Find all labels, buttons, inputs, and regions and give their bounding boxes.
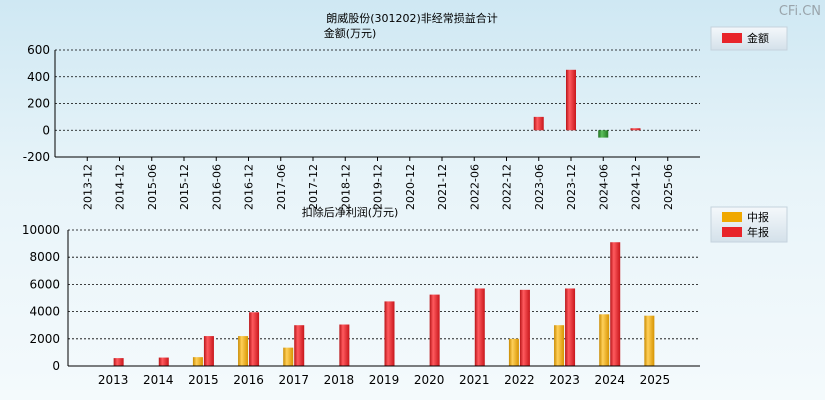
chart1-x-tick-label: 2017-12 [307, 164, 320, 210]
chart2-bar-annual [610, 242, 621, 366]
chart2-bar-annual [294, 325, 305, 366]
chart1-x-tick-label: 2024-12 [630, 164, 643, 210]
chart1-bars [533, 69, 641, 138]
chart2-y-tick-label: 2000 [29, 332, 60, 346]
chart2-x-tick-label: 2015 [188, 373, 219, 387]
chart2-bar-annual [384, 301, 395, 366]
chart2-x-tick-label: 2016 [233, 373, 264, 387]
chart2-y-tick-label: 4000 [29, 305, 60, 319]
chart1-x-tick-label: 2022-12 [501, 164, 514, 210]
chart1-x-tick-label: 2017-06 [275, 164, 288, 210]
chart1-grid [55, 49, 700, 131]
chart2: 扣除后净利润(万元) 10000 8000 6000 4000 2000 0 2013 201… [22, 205, 788, 387]
chart2-bar-interim [238, 336, 249, 366]
chart2-bar-interim [508, 338, 519, 366]
chart2-x-tick-label: 2019 [369, 373, 400, 387]
chart2-x-tick-label: 2024 [594, 373, 625, 387]
chart1-y-tick-label: 600 [27, 43, 50, 57]
chart2-legend-swatch-annual [722, 227, 742, 237]
chart2-y-tick-label: 6000 [29, 277, 60, 291]
chart2-bar-interim [644, 315, 655, 366]
chart1-x-tick-label: 2018-12 [339, 164, 352, 210]
chart1-x-tick-label: 2015-12 [178, 164, 191, 210]
chart1: 朗威股份(301202)非经常损益合计 金额(万元) 600 400 200 0 -20… [23, 11, 788, 210]
chart2-bar-interim [192, 357, 203, 366]
chart1-x-tick-label: 2023-06 [533, 164, 546, 210]
chart2-bar-interim [283, 347, 294, 366]
chart1-bar [630, 128, 641, 131]
chart1-bar [598, 130, 609, 138]
chart1-axes: 600 400 200 0 -200 2013-12 2014-12 2015-06 2015-… [23, 43, 700, 210]
chart2-x-tick-label: 2018 [324, 373, 355, 387]
chart2-x-tick-label: 2025 [640, 373, 671, 387]
chart1-x-tick-label: 2016-12 [243, 164, 256, 210]
chart1-x-tick-label: 2019-12 [372, 164, 385, 210]
chart2-x-tick-label: 2022 [504, 373, 535, 387]
chart1-legend-box [710, 26, 788, 51]
chart2-bar-interim [599, 314, 610, 366]
chart1-x-tick-label: 2022-06 [468, 164, 481, 210]
chart2-x-tick-label: 2013 [98, 373, 129, 387]
chart1-y-tick-label: 400 [27, 70, 50, 84]
chart1-legend: 金额 [710, 26, 788, 51]
chart1-y-tick-label: 200 [27, 97, 50, 111]
chart1-x-tick-label: 2025-06 [662, 164, 675, 210]
chart2-grid [68, 229, 700, 340]
chart2-bar-annual [249, 312, 260, 366]
chart1-y-tick-label: 0 [42, 123, 50, 137]
chart2-x-tick-label: 2023 [549, 373, 580, 387]
chart2-bar-annual [339, 324, 350, 366]
chart1-legend-label: 金额 [747, 31, 769, 45]
chart2-y-tick-label: 8000 [29, 250, 60, 264]
chart2-x-tick-label: 2021 [459, 373, 490, 387]
chart2-x-tick-label: 2020 [414, 373, 445, 387]
chart2-bar-annual [429, 294, 440, 366]
chart1-x-tick-label: 2016-06 [210, 164, 223, 210]
chart1-y-tick-label: -200 [23, 150, 50, 164]
chart2-x-tick-label: 2017 [278, 373, 309, 387]
chart2-title: 扣除后净利润(万元) [302, 205, 399, 219]
chart2-y-tick-label: 0 [52, 359, 60, 373]
chart2-legend-label-annual: 年报 [747, 225, 769, 239]
chart2-legend-label-interim: 中报 [747, 210, 769, 224]
chart2-bar-annual [158, 357, 169, 366]
chart1-bar [566, 69, 576, 131]
chart1-x-tick-label: 2021-12 [436, 164, 449, 210]
chart2-bar-annual [474, 288, 485, 366]
chart2-bar-annual [565, 288, 576, 366]
chart1-legend-swatch [722, 33, 742, 43]
chart2-bar-annual [519, 289, 530, 366]
chart1-x-tick-label: 2023-12 [565, 164, 578, 210]
watermark: CFi.CN [779, 4, 821, 19]
chart2-bar-annual [113, 358, 124, 366]
chart1-title: 朗威股份(301202)非经常损益合计 [326, 11, 498, 25]
chart2-bars [113, 242, 655, 366]
chart2-bar-interim [554, 325, 565, 366]
chart1-x-tick-label: 2024-06 [597, 164, 610, 210]
chart2-axes: 10000 8000 6000 4000 2000 0 2013 2014 2015 2016 20… [22, 223, 700, 387]
chart1-subtitle: 金额(万元) [324, 26, 377, 40]
chart1-x-tick-label: 2020-12 [404, 164, 417, 210]
chart1-x-tick-label: 2014-12 [114, 164, 127, 210]
chart1-x-tick-label: 2015-06 [146, 164, 159, 210]
chart2-legend-swatch-interim [722, 212, 742, 222]
chart2-x-tick-label: 2014 [143, 373, 174, 387]
chart2-legend: 中报 年报 [710, 206, 788, 243]
chart1-x-tick-label: 2013-12 [81, 164, 94, 210]
chart2-y-tick-label: 10000 [22, 223, 60, 237]
chart1-bar [533, 116, 544, 131]
chart2-bar-annual [203, 336, 214, 366]
